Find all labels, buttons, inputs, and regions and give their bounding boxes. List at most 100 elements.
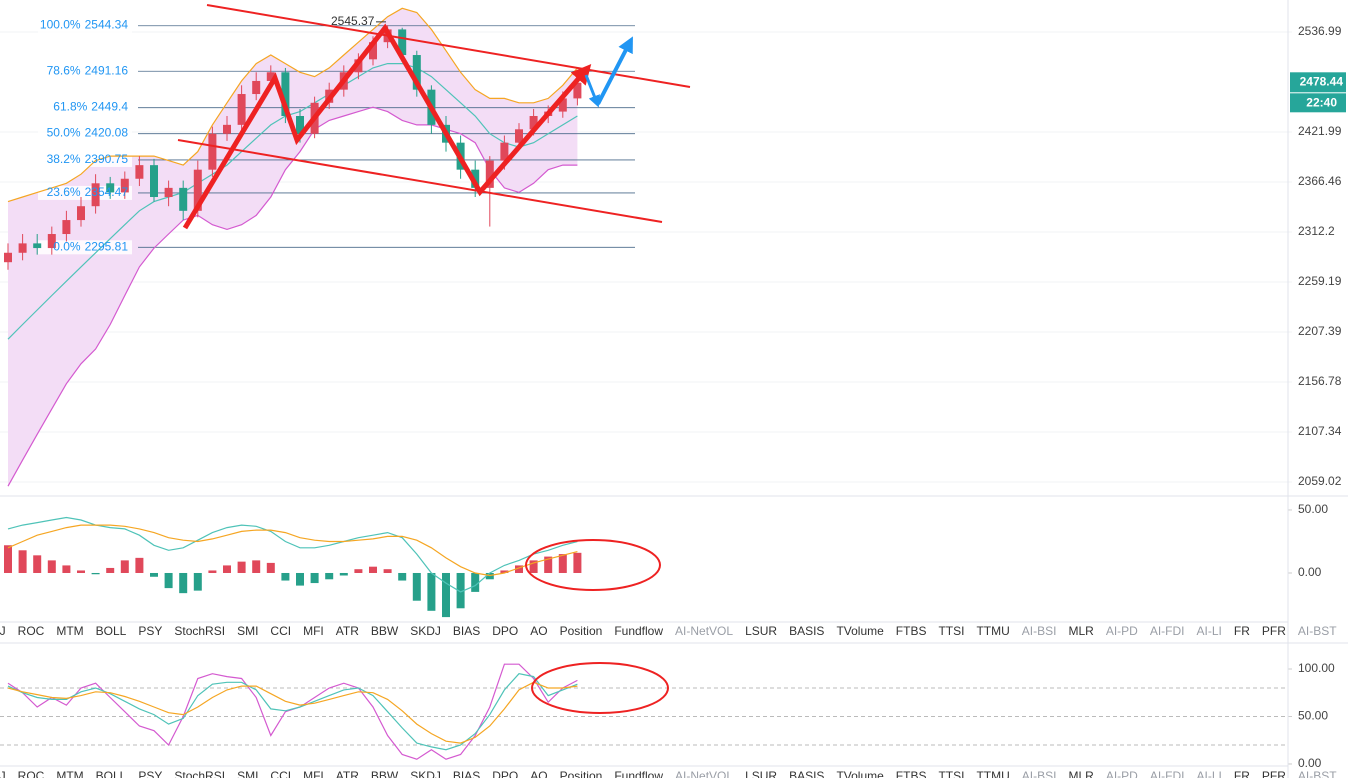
indicator-tab[interactable]: KDJ	[0, 769, 6, 778]
indicator-tab[interactable]: AI-BST	[1298, 769, 1337, 778]
indicator-tab[interactable]: BOLL	[96, 769, 127, 778]
candle-body	[412, 55, 421, 90]
indicator-tab[interactable]: TVolume	[836, 769, 884, 778]
indicator-tab[interactable]: DPO	[492, 624, 518, 638]
candle-body	[252, 80, 261, 95]
indicator-tab[interactable]: ROC	[18, 769, 45, 778]
indicator-tab[interactable]: TTMU	[976, 624, 1009, 638]
y-tick-label: 2366.46	[1298, 174, 1342, 188]
indicator-tab[interactable]: AI-PD	[1106, 624, 1138, 638]
histogram-bar	[164, 572, 173, 589]
histogram-bar	[558, 554, 567, 573]
highlight-ellipse	[525, 539, 661, 591]
forecast-arrow	[584, 74, 600, 108]
indicator-tab[interactable]: SMI	[237, 624, 258, 638]
fib-label: 0.0% 2295.81	[53, 239, 128, 253]
indicator-tab[interactable]: MTM	[56, 769, 83, 778]
indicator-tab[interactable]: KDJ	[0, 624, 6, 638]
indicator-tab[interactable]: MLR	[1068, 624, 1094, 638]
indicator-tab[interactable]: MLR	[1068, 769, 1094, 778]
histogram-bar	[325, 572, 334, 580]
indicator-tab[interactable]: PSY	[138, 769, 162, 778]
indicator-tab[interactable]: FR	[1234, 624, 1250, 638]
indicator-tab[interactable]: FR	[1234, 769, 1250, 778]
indicator-tab[interactable]: Fundflow	[614, 769, 663, 778]
fib-price: 2491.16	[85, 63, 129, 77]
indicator-tab[interactable]: AO	[530, 769, 547, 778]
candle-body	[558, 98, 567, 112]
indicator-tab[interactable]: DPO	[492, 769, 518, 778]
indicator-tab[interactable]: AI-BSI	[1022, 769, 1057, 778]
fib-label: 100.0% 2544.34	[40, 18, 128, 32]
channel-line	[177, 139, 663, 223]
indicator-tab[interactable]: Fundflow	[614, 624, 663, 638]
fib-label: 78.6% 2491.16	[47, 63, 129, 77]
indicator-tab[interactable]: FTBS	[896, 624, 927, 638]
indicator-tab[interactable]: BBW	[371, 624, 399, 638]
histogram-bar	[77, 570, 85, 573]
indicator-tab[interactable]: PFR	[1262, 769, 1286, 778]
indicator-tab[interactable]: TVolume	[836, 624, 884, 638]
indicator-tab[interactable]: MFI	[303, 624, 324, 638]
indicator-tab[interactable]: AI-PD	[1106, 769, 1138, 778]
indicator-tab[interactable]: StochRSI	[174, 769, 225, 778]
indicator-tab[interactable]: CCI	[270, 624, 291, 638]
candle-body	[33, 243, 42, 249]
y-tick-label: 2312.2	[1298, 224, 1335, 238]
indicator-tab[interactable]: StochRSI	[174, 624, 225, 638]
indicator-tab[interactable]: AI-NetVOL	[675, 769, 733, 778]
histogram-bar	[193, 572, 202, 591]
indicator-tab[interactable]: MFI	[303, 769, 324, 778]
candle-body	[500, 142, 509, 161]
histogram-bar	[106, 567, 115, 573]
indicator-tab[interactable]: AI-BST	[1298, 624, 1337, 638]
indicator-tab[interactable]: LSUR	[745, 624, 777, 638]
histogram-bar	[18, 550, 27, 573]
histogram-bar	[471, 572, 480, 592]
indicator-tab[interactable]: TTSI	[938, 624, 964, 638]
peak-label: 2545.37	[331, 14, 375, 28]
fib-label-bg	[38, 18, 132, 33]
indicator-tab[interactable]: ATR	[336, 624, 359, 638]
fib-price: 2295.81	[85, 239, 129, 253]
indicator-line	[7, 681, 578, 744]
candle-body	[485, 160, 494, 188]
indicator-tab[interactable]: SKDJ	[410, 624, 441, 638]
indicator-tab[interactable]: Position	[560, 769, 603, 778]
y-tick-label: 2207.39	[1298, 324, 1342, 338]
indicator-tab[interactable]: AI-FDI	[1150, 624, 1185, 638]
fib-ratio: 100.0%	[40, 18, 81, 32]
candle-body	[4, 252, 12, 263]
y-tick-label: 2059.02	[1298, 474, 1342, 488]
indicator-tab[interactable]: Position	[560, 624, 603, 638]
indicator-tab[interactable]: AI-NetVOL	[675, 624, 733, 638]
indicator-tab[interactable]: AO	[530, 624, 547, 638]
indicator-tab[interactable]: AI-LI	[1197, 624, 1222, 638]
indicator-tab[interactable]: BBW	[371, 769, 399, 778]
indicator-tab[interactable]: AI-BSI	[1022, 624, 1057, 638]
indicator-tab[interactable]: FTBS	[896, 769, 927, 778]
indicator-line	[7, 63, 578, 340]
indicator-tab[interactable]: TTMU	[976, 769, 1009, 778]
indicator-tab[interactable]: BASIS	[789, 624, 824, 638]
indicator-tab[interactable]: BIAS	[453, 624, 480, 638]
indicator-tab[interactable]: MTM	[56, 624, 83, 638]
indicator-tab[interactable]: BOLL	[96, 624, 127, 638]
indicator-tab[interactable]: SMI	[237, 769, 258, 778]
indicator-tab[interactable]: LSUR	[745, 769, 777, 778]
indicator-tab[interactable]: BASIS	[789, 769, 824, 778]
histogram-bar	[310, 572, 319, 584]
indicator-tab[interactable]: TTSI	[938, 769, 964, 778]
indicator-tab[interactable]: SKDJ	[410, 769, 441, 778]
indicator-tab[interactable]: BIAS	[453, 769, 480, 778]
indicator-tab[interactable]: ROC	[18, 624, 45, 638]
histogram-bar	[120, 560, 129, 573]
fib-label-bg	[38, 100, 132, 115]
indicator-tab[interactable]: AI-FDI	[1150, 769, 1185, 778]
indicator-tab[interactable]: AI-LI	[1197, 769, 1222, 778]
histogram-bar	[544, 556, 553, 573]
indicator-tab[interactable]: PFR	[1262, 624, 1286, 638]
indicator-tab[interactable]: ATR	[336, 769, 359, 778]
indicator-tab[interactable]: CCI	[270, 769, 291, 778]
indicator-tab[interactable]: PSY	[138, 624, 162, 638]
